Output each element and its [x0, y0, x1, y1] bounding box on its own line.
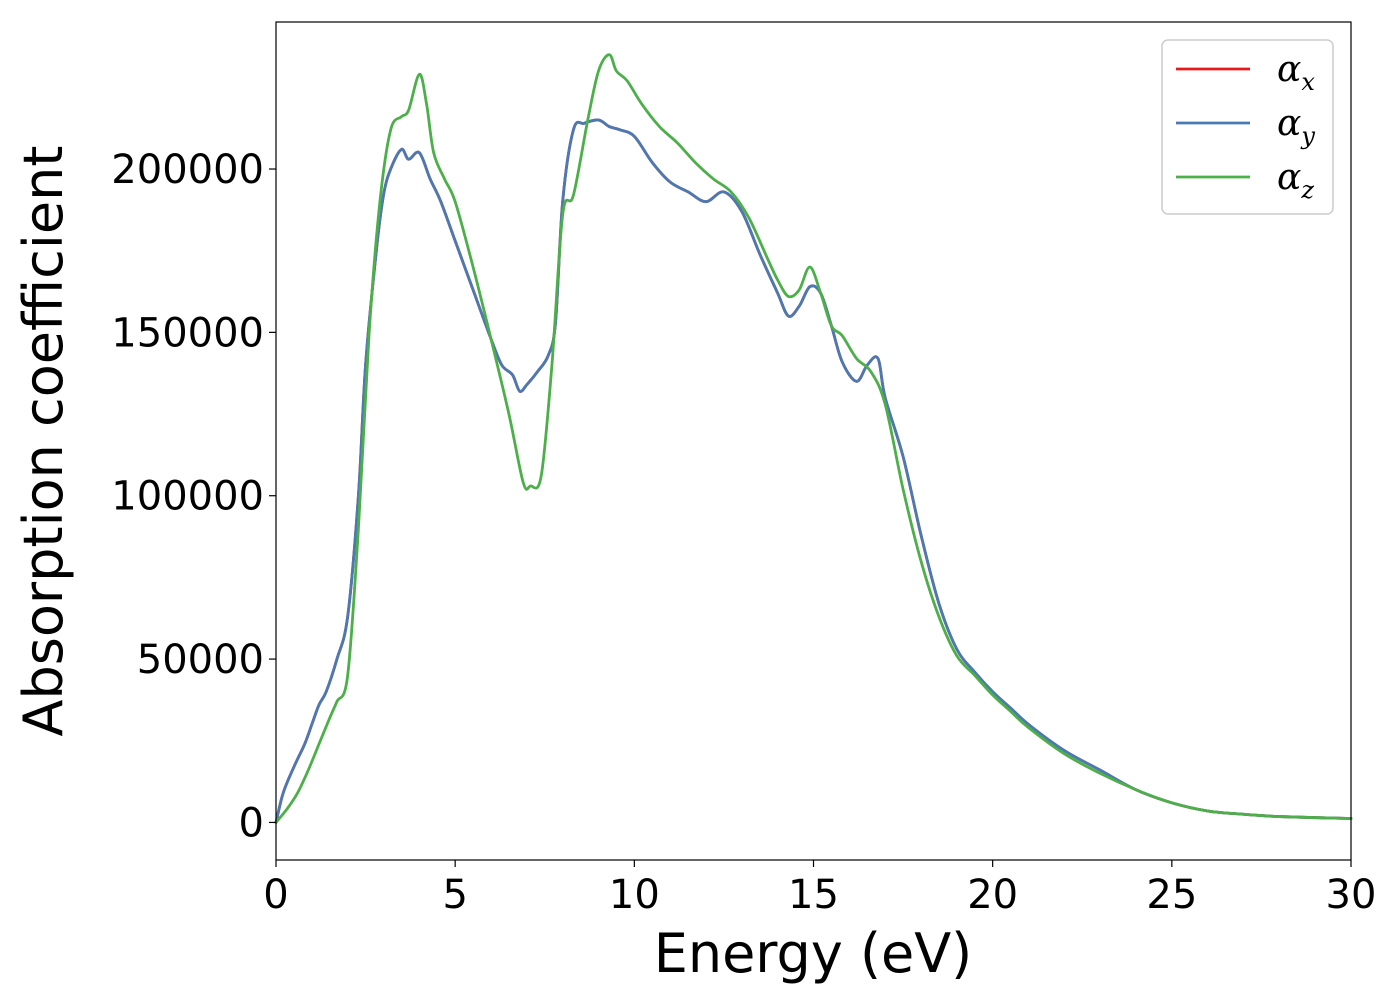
y-axis-title: Absorption coefficient [12, 146, 75, 737]
y-tick-label: 200000 [111, 147, 264, 193]
y-tick-label: 100000 [111, 474, 264, 520]
x-tick-label: 20 [967, 872, 1018, 918]
x-axis-title: Energy (eV) [654, 922, 973, 985]
x-tick-label: 15 [788, 872, 839, 918]
x-tick-label: 10 [609, 872, 660, 918]
x-axis-ticks: 0 5 10 15 20 25 30 [263, 860, 1376, 918]
y-tick-label: 0 [239, 800, 264, 846]
x-tick-label: 0 [263, 872, 288, 918]
legend-label-x: αx [1277, 49, 1315, 96]
y-tick-label: 150000 [111, 310, 264, 356]
x-tick-label: 25 [1146, 872, 1197, 918]
y-tick-label: 50000 [137, 637, 264, 683]
legend-box [1161, 39, 1334, 215]
x-tick-label: 5 [442, 872, 467, 918]
y-axis-ticks: 0 50000 100000 150000 200000 [111, 147, 276, 846]
legend-label-z: αz [1277, 157, 1314, 204]
series-line-z [274, 53, 1353, 824]
legend: αx αy αz [1161, 39, 1334, 215]
legend-label-y: αy [1277, 103, 1315, 150]
x-tick-label: 30 [1326, 872, 1377, 918]
plot-lines [274, 53, 1353, 824]
